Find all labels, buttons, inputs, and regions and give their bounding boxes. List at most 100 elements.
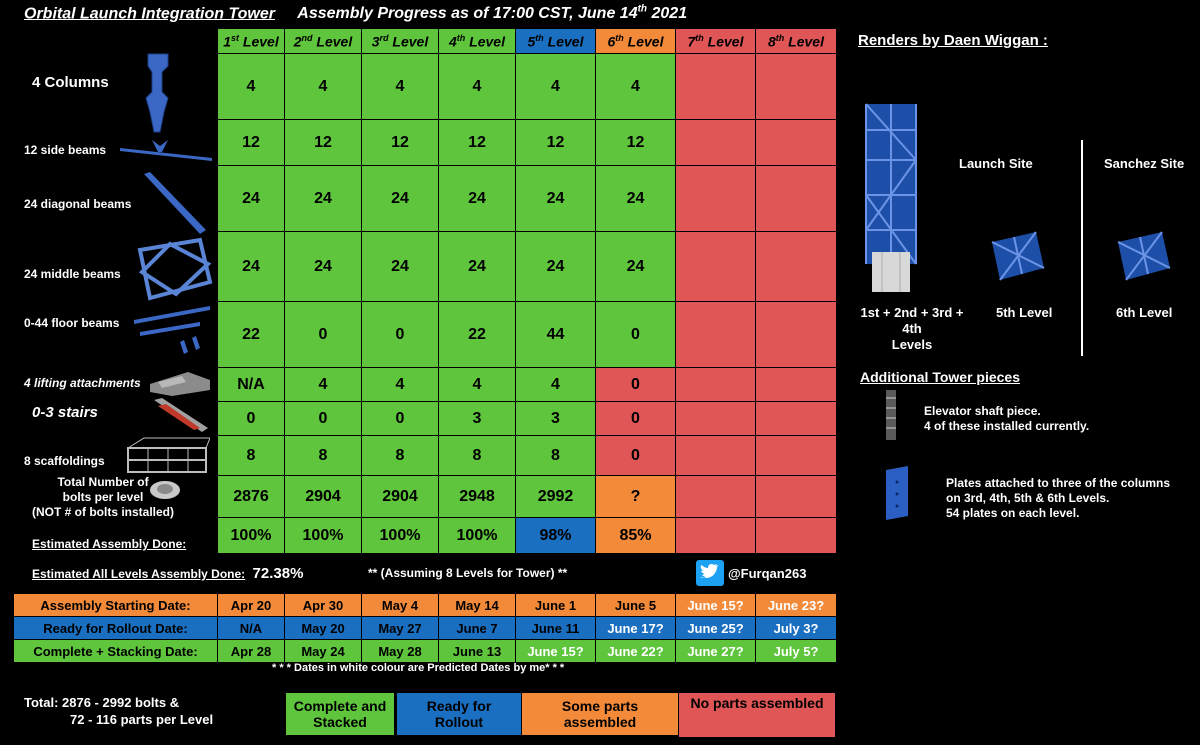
- level5-caption: 5th Level: [996, 305, 1053, 320]
- cell: 0: [595, 301, 676, 368]
- renders-title: Renders by Daen Wiggan :: [858, 32, 1048, 49]
- cell: 12: [217, 119, 285, 166]
- cell: 22: [217, 301, 285, 368]
- cell: 8: [361, 435, 439, 476]
- bolt-icon: [150, 481, 180, 499]
- date-cell: N/A: [217, 616, 285, 640]
- cell: 12: [595, 119, 676, 166]
- header-bar: Orbital Launch Integration Tower Assembl…: [24, 4, 687, 23]
- cell: 0: [361, 301, 439, 368]
- cell: ?: [595, 475, 676, 518]
- sanchez-site-label: Sanchez Site: [1104, 156, 1185, 171]
- date-cell: May 24: [284, 639, 362, 663]
- cell: 0: [595, 367, 676, 402]
- cell: 0: [217, 401, 285, 436]
- assembly-table: 1st Level 2nd Level 3rd Level 4th Level …: [217, 28, 837, 554]
- date-cell: June 15?: [515, 639, 596, 663]
- cell: 4: [284, 367, 362, 402]
- cell: [675, 301, 756, 368]
- cell: [755, 517, 837, 554]
- date-cell: Apr 30: [284, 593, 362, 617]
- cell: 4: [515, 367, 596, 402]
- cell: 100%: [284, 517, 362, 554]
- date-cell: June 15?: [675, 593, 756, 617]
- cell: 8: [438, 435, 516, 476]
- cell: [755, 119, 837, 166]
- cell: 24: [515, 165, 596, 232]
- cell: 4: [217, 53, 285, 120]
- level6-caption: 6th Level: [1116, 305, 1173, 320]
- row-stairs: 0 0 0 3 3 0: [217, 401, 837, 436]
- cell: 24: [284, 231, 362, 302]
- cell: [755, 435, 837, 476]
- cell: 85%: [595, 517, 676, 554]
- middle-beam-icon: [137, 237, 213, 301]
- date-cell: May 20: [284, 616, 362, 640]
- cell: 100%: [361, 517, 439, 554]
- predicted-dates-note: * * * Dates in white colour are Predicte…: [272, 662, 565, 674]
- twitter-handle[interactable]: @Furqan263: [728, 565, 807, 581]
- cell: 2992: [515, 475, 596, 518]
- cell: 24: [595, 231, 676, 302]
- cell: [755, 367, 837, 402]
- twitter-credit[interactable]: @Furqan263: [696, 560, 806, 586]
- cell: [675, 475, 756, 518]
- level-header-row: 1st Level 2nd Level 3rd Level 4th Level …: [217, 28, 837, 54]
- label-scaffold: 8 scaffoldings: [24, 454, 105, 468]
- tower-caption: 1st + 2nd + 3rd + 4th Levels: [860, 305, 964, 352]
- date-cell: May 14: [438, 593, 516, 617]
- label-floor-beams: 0-44 floor beams: [24, 316, 120, 330]
- row-rollout-date: Ready for Rollout Date: N/A May 20 May 2…: [13, 616, 837, 640]
- cell: 12: [361, 119, 439, 166]
- cell: 0: [595, 435, 676, 476]
- cell: 22: [438, 301, 516, 368]
- label-done: Estimated Assembly Done:: [32, 537, 187, 551]
- stairs-icon: [154, 398, 208, 432]
- date-cell: June 22?: [595, 639, 676, 663]
- elevator-text: Elevator shaft piece. 4 of these install…: [924, 404, 1090, 433]
- cell: 3: [515, 401, 596, 436]
- cell: 44: [515, 301, 596, 368]
- cell: 100%: [217, 517, 285, 554]
- side-beam-icon: [120, 140, 212, 161]
- label-stairs: 0-3 stairs: [32, 404, 98, 421]
- cell: N/A: [217, 367, 285, 402]
- date-cell: June 11: [515, 616, 596, 640]
- cell: 4: [438, 53, 516, 120]
- row-complete-date: Complete + Stacking Date: Apr 28 May 24 …: [13, 639, 837, 663]
- label-diagonal-beams: 24 diagonal beams: [24, 197, 132, 211]
- progress-date: Assembly Progress as of 17:00 CST, June …: [297, 4, 688, 23]
- cell: 24: [595, 165, 676, 232]
- all-levels-summary: Estimated All Levels Assembly Done: 72.3…: [32, 565, 304, 582]
- cell: 4: [515, 53, 596, 120]
- cell: [675, 435, 756, 476]
- tower-title: Orbital Launch Integration Tower: [24, 5, 275, 23]
- cell: 0: [361, 401, 439, 436]
- legend-no-parts: No parts assembled: [678, 692, 836, 738]
- label-columns: 4 Columns: [32, 74, 109, 91]
- date-cell: June 25?: [675, 616, 756, 640]
- cell: 24: [515, 231, 596, 302]
- level-header: 7th Level: [675, 28, 756, 54]
- cell: 24: [217, 231, 285, 302]
- date-cell: July 3?: [755, 616, 837, 640]
- cell: 4: [361, 53, 439, 120]
- cell: [675, 165, 756, 232]
- level5-render: [991, 231, 1045, 281]
- cell: [755, 301, 837, 368]
- cell: [755, 231, 837, 302]
- cell: 8: [217, 435, 285, 476]
- level-header: 2nd Level: [284, 28, 362, 54]
- launch-site-label: Launch Site: [959, 156, 1033, 171]
- all-levels-value: 72.38%: [252, 565, 304, 582]
- date-label: Complete + Stacking Date:: [13, 639, 218, 663]
- cell: [675, 53, 756, 120]
- level-header: 5th Level: [515, 28, 596, 54]
- legend-rollout: Ready for Rollout: [396, 692, 522, 736]
- cell: 4: [595, 53, 676, 120]
- level-header: 6th Level: [595, 28, 676, 54]
- cell: 24: [361, 165, 439, 232]
- date-cell: June 23?: [755, 593, 837, 617]
- cell: 0: [595, 401, 676, 436]
- elevator-shaft-icon: [886, 390, 896, 440]
